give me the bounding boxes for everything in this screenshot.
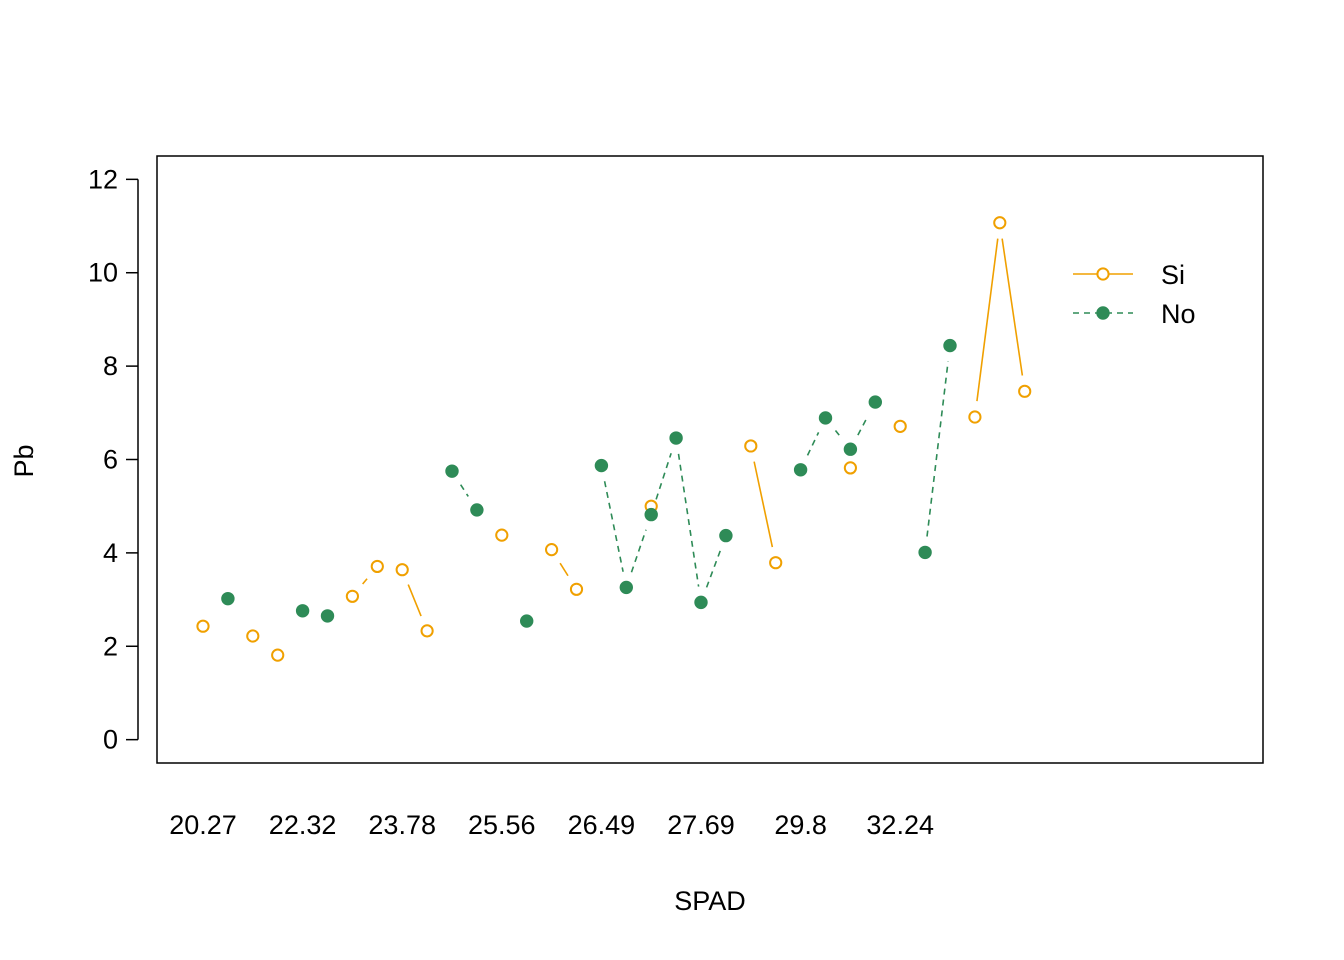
legend-marker — [1096, 267, 1110, 281]
data-point — [644, 507, 658, 522]
data-point — [868, 395, 882, 409]
data-point — [793, 463, 808, 477]
legend-item-si: Si — [1073, 260, 1185, 290]
data-point — [445, 464, 459, 478]
legend-label: No — [1161, 299, 1196, 329]
data-point — [719, 528, 733, 543]
data-point — [594, 458, 609, 473]
data-point — [345, 589, 359, 603]
x-tick-label: 29.8 — [774, 810, 827, 840]
x-tick-label: 20.27 — [169, 810, 237, 840]
plot-area-frame — [156, 155, 1264, 764]
data-point — [968, 410, 982, 424]
x-tick-label: 32.24 — [866, 810, 934, 840]
series-line-segment — [753, 461, 774, 548]
data-point — [420, 624, 434, 638]
data-point — [470, 503, 484, 517]
legend-item-no: No — [1073, 299, 1196, 329]
series-line-segment — [705, 550, 722, 588]
data-point — [295, 604, 310, 618]
series-si — [196, 216, 1032, 662]
data-point — [918, 545, 932, 560]
series-line-segment — [655, 452, 672, 500]
data-point — [196, 619, 210, 633]
legend-marker — [1096, 306, 1110, 320]
data-point — [320, 609, 335, 623]
x-tick-label: 27.69 — [667, 810, 735, 840]
data-point — [495, 528, 509, 542]
data-point — [520, 614, 534, 628]
data-point — [893, 419, 907, 433]
series-line-segment — [677, 453, 700, 587]
data-point — [843, 461, 858, 475]
data-point — [569, 582, 584, 596]
series-line-segment — [834, 429, 842, 438]
x-axis-title: SPAD — [674, 886, 746, 916]
y-axis: 0 2 4 6 8 10 12 — [88, 164, 139, 755]
x-axis: 20.27 22.32 23.78 25.56 26.49 27.69 29.8 32.24 — [169, 810, 934, 840]
y-tick-label: 0 — [103, 725, 118, 755]
series-no — [221, 338, 957, 628]
y-axis-title: Pb — [9, 444, 39, 477]
data-point — [943, 338, 957, 353]
series-line-segment — [559, 562, 569, 577]
series-line-segment — [603, 481, 624, 572]
y-tick-label: 12 — [88, 164, 118, 194]
series-line-segment — [926, 361, 949, 537]
data-point — [818, 411, 833, 425]
data-point — [271, 648, 285, 662]
series-line-segment — [362, 578, 368, 585]
series-line-segment — [459, 484, 469, 497]
series-line-segment — [976, 238, 999, 402]
data-point — [769, 556, 783, 570]
series-line-segment — [1001, 238, 1024, 376]
data-point — [1018, 384, 1032, 398]
data-point — [395, 563, 409, 577]
series-line-segment — [806, 432, 820, 456]
y-tick-label: 8 — [103, 351, 118, 381]
y-tick-label: 10 — [88, 258, 118, 288]
y-tick-label: 6 — [103, 445, 118, 475]
legend-label: Si — [1161, 260, 1185, 290]
data-point — [669, 431, 683, 445]
data-point — [843, 442, 858, 456]
data-point — [694, 595, 708, 610]
data-point — [619, 580, 633, 595]
x-tick-label: 25.56 — [468, 810, 536, 840]
series-layer — [196, 216, 1032, 662]
x-tick-label: 22.32 — [269, 810, 337, 840]
data-point — [221, 591, 235, 606]
data-point — [744, 439, 758, 453]
series-line-segment — [630, 529, 647, 573]
legend: Si No — [1073, 260, 1196, 329]
data-point — [545, 543, 559, 557]
x-tick-label: 26.49 — [568, 810, 636, 840]
y-tick-label: 2 — [103, 631, 118, 661]
data-point — [993, 216, 1007, 230]
data-point — [370, 559, 384, 574]
y-tick-label: 4 — [103, 538, 118, 568]
x-tick-label: 23.78 — [368, 810, 436, 840]
data-point — [246, 629, 260, 643]
series-line-segment — [857, 415, 869, 436]
series-line-segment — [407, 584, 422, 617]
